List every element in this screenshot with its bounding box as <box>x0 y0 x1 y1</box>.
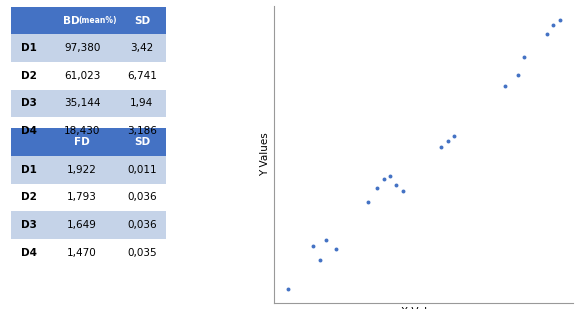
Point <box>331 246 340 251</box>
Bar <box>47 129 118 156</box>
Text: 1,922: 1,922 <box>67 165 97 175</box>
Point <box>363 200 372 205</box>
Bar <box>47 117 118 145</box>
Bar <box>11 62 47 90</box>
Text: 0,035: 0,035 <box>127 248 157 257</box>
Text: 35,144: 35,144 <box>64 98 101 108</box>
Point <box>308 243 318 248</box>
Bar <box>47 90 118 117</box>
Bar <box>118 156 166 184</box>
Bar <box>11 117 47 145</box>
Y-axis label: Y Values: Y Values <box>260 133 270 176</box>
Text: D3: D3 <box>21 220 37 230</box>
Bar <box>47 239 118 266</box>
Point <box>386 174 395 179</box>
Text: 0,036: 0,036 <box>127 193 157 202</box>
Text: 3,186: 3,186 <box>127 126 157 136</box>
Text: 6,741: 6,741 <box>127 71 157 81</box>
Bar <box>118 62 166 90</box>
Text: 18,430: 18,430 <box>64 126 101 136</box>
Text: D4: D4 <box>20 248 37 257</box>
Bar <box>118 129 166 156</box>
Text: 3,42: 3,42 <box>130 43 153 53</box>
Bar <box>118 211 166 239</box>
Bar <box>11 129 47 156</box>
Text: SD: SD <box>134 137 150 147</box>
Point <box>520 55 529 60</box>
Text: 1,649: 1,649 <box>67 220 97 230</box>
Text: D2: D2 <box>21 71 37 81</box>
Text: D3: D3 <box>21 98 37 108</box>
Bar <box>118 90 166 117</box>
Bar <box>47 156 118 184</box>
Bar <box>47 184 118 211</box>
Text: 97,380: 97,380 <box>64 43 101 53</box>
X-axis label: X Values: X Values <box>401 307 446 309</box>
Bar <box>118 34 166 62</box>
Text: D1: D1 <box>21 165 37 175</box>
Point <box>542 32 552 37</box>
Text: 1,470: 1,470 <box>67 248 97 257</box>
Bar <box>11 184 47 211</box>
Text: (mean%): (mean%) <box>78 16 117 25</box>
Bar <box>118 7 166 34</box>
Text: D2: D2 <box>21 193 37 202</box>
Text: 1,94: 1,94 <box>130 98 153 108</box>
Bar <box>47 211 118 239</box>
Point <box>555 17 565 22</box>
Text: 0,011: 0,011 <box>127 165 157 175</box>
Point <box>501 84 510 89</box>
Bar <box>118 117 166 145</box>
Point <box>392 183 401 188</box>
Text: D1: D1 <box>21 43 37 53</box>
Point <box>443 139 452 144</box>
Point <box>283 287 292 292</box>
Text: SD: SD <box>134 15 150 26</box>
Text: BD: BD <box>64 15 84 26</box>
Text: FD: FD <box>74 137 90 147</box>
Bar <box>11 34 47 62</box>
Bar <box>11 156 47 184</box>
Text: D4: D4 <box>20 126 37 136</box>
Text: 1,793: 1,793 <box>67 193 97 202</box>
Bar <box>11 7 47 34</box>
Point <box>373 185 382 190</box>
Bar <box>11 90 47 117</box>
Bar <box>47 62 118 90</box>
Bar <box>118 239 166 266</box>
Point <box>514 72 523 77</box>
Point <box>436 145 446 150</box>
Text: 0,036: 0,036 <box>127 220 157 230</box>
Bar <box>118 184 166 211</box>
Bar <box>47 7 118 34</box>
Bar <box>11 211 47 239</box>
Point <box>549 23 558 28</box>
Point <box>379 177 388 182</box>
Point <box>315 258 324 263</box>
Bar <box>47 34 118 62</box>
Point <box>321 238 331 243</box>
Point <box>398 188 408 193</box>
Text: 61,023: 61,023 <box>64 71 101 81</box>
Bar <box>11 239 47 266</box>
Point <box>449 133 459 138</box>
